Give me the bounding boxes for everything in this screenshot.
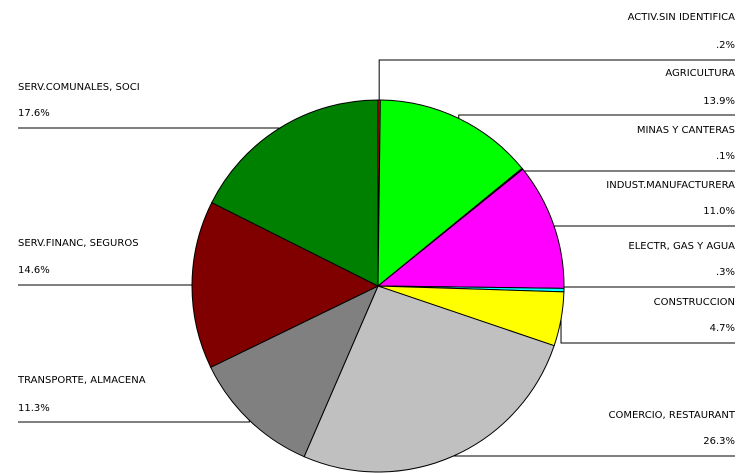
leader-line	[458, 114, 735, 119]
pie-slice	[210, 284, 379, 458]
slice-value: 4.7%	[710, 323, 735, 334]
slice-label: ACTIV.SIN IDENTIFICA	[628, 12, 736, 23]
leader-line	[560, 319, 735, 344]
leader-line	[378, 59, 735, 101]
slice-label: SERV.COMUNALES, SOCI	[18, 82, 140, 93]
leader-line	[521, 168, 735, 172]
slice-value: 14.6%	[18, 265, 50, 276]
slice-label: SERV.FINANC, SEGUROS	[18, 238, 139, 249]
slice-value: 26.3%	[703, 436, 735, 447]
pie-slice	[377, 99, 523, 288]
slice-value: 13.9%	[703, 96, 735, 107]
slice-value: .2%	[716, 40, 735, 51]
pie-slice	[376, 168, 565, 289]
slice-value: .1%	[716, 151, 735, 162]
leader-line	[553, 225, 735, 227]
slice-label: COMERCIO, RESTAURANT	[609, 410, 736, 421]
slice-value: .3%	[716, 267, 735, 278]
slice-label: TRANSPORTE, ALMACENA	[17, 375, 146, 386]
slice-value: 11.3%	[18, 403, 50, 414]
leader-line	[563, 286, 735, 291]
slice-value: 11.0%	[703, 206, 735, 217]
leader-line	[18, 420, 250, 423]
slice-label: MINAS Y CANTERAS	[637, 125, 735, 136]
slice-label: INDUST.MANUFACTURERA	[606, 180, 735, 191]
slice-label: CONSTRUCCION	[654, 297, 735, 308]
slice-value: 17.6%	[18, 108, 50, 119]
slice-label: ELECTR, GAS Y AGUA	[628, 241, 735, 252]
slice-label: AGRICULTURA	[665, 68, 735, 79]
